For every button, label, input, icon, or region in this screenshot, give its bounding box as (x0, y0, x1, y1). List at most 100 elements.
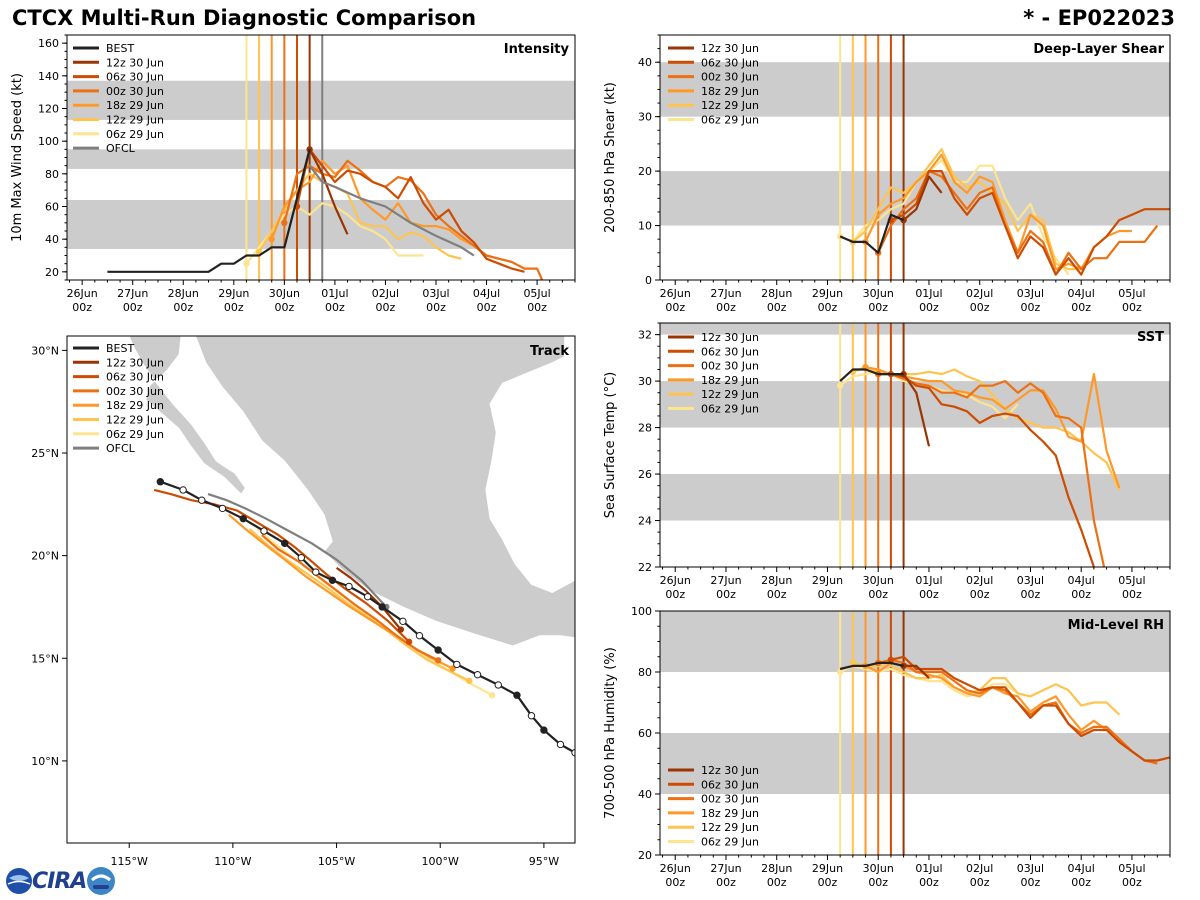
x-tick-hour: 00z (868, 876, 888, 889)
track-point-best (556, 740, 565, 749)
track-point-12z-30-jun (397, 626, 405, 633)
y-tick-label: 120 (38, 103, 59, 116)
x-tick-hour: 00z (325, 301, 345, 314)
y-axis-label: Sea Surface Temp (°C) (603, 372, 618, 519)
legend-label-12z-29-jun: 12z 29 Jun (701, 99, 759, 112)
x-tick-date: 27Jun (710, 862, 741, 875)
x-tick-date: 02Jul (966, 862, 993, 875)
legend-label-06z-29-jun: 06z 29 Jun (106, 428, 164, 441)
y-axis-label: 200-850 hPa Shear (kt) (603, 82, 618, 233)
threshold-band-1 (660, 62, 1170, 117)
x-tick-hour: 00z (868, 301, 888, 314)
legend-label-00z-30-jun: 00z 30 Jun (701, 793, 759, 806)
x-tick-hour: 00z (173, 301, 193, 314)
legend-label-12z-29-jun: 12z 29 Jun (106, 114, 164, 127)
x-tick-date: 05Jul (523, 287, 550, 300)
x-tick-date: 30Jun (863, 862, 894, 875)
threshold-band-1 (660, 611, 1170, 672)
x-tick-hour: 00z (665, 876, 685, 889)
x-tick-hour: 00z (224, 301, 244, 314)
legend-label-06z-29-jun: 06z 29 Jun (701, 836, 759, 849)
y-tick-label: 20 (638, 849, 652, 862)
track-point-best (378, 603, 386, 611)
x-tick-hour: 00z (1071, 301, 1091, 314)
track-point-best (494, 681, 502, 689)
y-tick-label: 40 (45, 233, 59, 246)
y-tick-label: 80 (638, 666, 652, 679)
y-tick-label: 15°N (31, 652, 59, 665)
init-marker-06z-29-jun (836, 382, 844, 389)
x-tick-hour: 00z (274, 301, 294, 314)
series-line-12z-30-jun (308, 148, 349, 235)
land-polygon-0 (67, 336, 246, 495)
series-line-best (839, 661, 904, 671)
x-tick-date: 02Jul (966, 574, 993, 587)
x-tick-hour: 00z (1071, 876, 1091, 889)
y-tick-label: 0 (645, 274, 652, 287)
y-tick-label: 80 (45, 168, 59, 181)
x-tick-date: 26Jun (67, 287, 98, 300)
y-tick-label: 160 (38, 37, 59, 50)
x-tick-hour: 00z (868, 588, 888, 601)
y-tick-label: 26 (638, 468, 652, 481)
series-line-best (107, 149, 311, 273)
legend-label-12z-30-jun: 12z 30 Jun (701, 42, 759, 55)
init-marker-18z-29-jun (268, 235, 275, 243)
x-tick-hour: 00z (72, 301, 92, 314)
panel-sst: 22242628303226Jun00z27Jun00z28Jun00z29Ju… (603, 322, 1171, 601)
x-tick-date: 30Jun (863, 287, 894, 300)
track-point-best (156, 478, 165, 486)
threshold-band-0 (660, 474, 1170, 521)
panel-title: Deep-Layer Shear (1033, 42, 1164, 57)
legend-label-00z-30-jun: 00z 30 Jun (701, 71, 759, 84)
x-tick-hour: 00z (970, 588, 990, 601)
x-tick-label: 100°W (422, 855, 459, 868)
y-tick-label: 60 (45, 201, 59, 214)
track-point-best (540, 726, 548, 734)
panel-shear: 01020304026Jun00z27Jun00z28Jun00z29Jun00… (603, 34, 1171, 314)
legend-label-ofcl: OFCL (106, 142, 136, 155)
x-tick-hour: 00z (123, 301, 143, 314)
x-tick-date: 04Jul (473, 287, 500, 300)
x-tick-date: 02Jul (372, 287, 399, 300)
x-tick-hour: 00z (477, 301, 497, 314)
x-tick-date: 26Jun (660, 862, 691, 875)
x-tick-hour: 00z (1021, 301, 1041, 314)
x-tick-label: 105°W (318, 855, 355, 868)
track-point-best (328, 576, 337, 584)
x-tick-hour: 00z (665, 301, 685, 314)
x-tick-date: 03Jul (1017, 574, 1044, 587)
x-tick-date: 03Jul (1017, 287, 1044, 300)
y-tick-label: 20°N (31, 550, 59, 563)
x-tick-hour: 00z (919, 876, 939, 889)
x-tick-date: 28Jun (761, 287, 792, 300)
series-line-06z-30-jun (890, 170, 1170, 276)
y-tick-label: 30 (638, 375, 652, 388)
y-tick-label: 10°N (31, 755, 59, 768)
x-tick-date: 27Jun (117, 287, 148, 300)
legend-label-00z-30-jun: 00z 30 Jun (106, 85, 164, 98)
storm-id: * - EP022023 (1023, 6, 1175, 30)
x-tick-hour: 00z (767, 301, 787, 314)
track-point-best (363, 592, 372, 601)
legend-label-12z-29-jun: 12z 29 Jun (106, 414, 164, 427)
cira-logo: CIRA (4, 866, 116, 896)
track-point-best (179, 486, 187, 494)
x-tick-hour: 00z (919, 588, 939, 601)
track-point-best (239, 514, 247, 523)
x-tick-date: 01Jul (915, 287, 942, 300)
legend-label-06z-30-jun: 06z 30 Jun (106, 71, 164, 84)
legend-label-06z-30-jun: 06z 30 Jun (106, 371, 164, 384)
panel-intensity: 2040608010012014016026Jun00z27Jun00z28Ju… (10, 34, 576, 314)
x-tick-hour: 00z (716, 301, 736, 314)
series-line-12z-30-jun (902, 175, 943, 221)
y-tick-label: 40 (638, 788, 652, 801)
legend-label-12z-30-jun: 12z 30 Jun (701, 764, 759, 777)
x-tick-hour: 00z (970, 301, 990, 314)
track-point-best (198, 496, 206, 504)
x-tick-hour: 00z (1071, 588, 1091, 601)
legend-label-18z-29-jun: 18z 29 Jun (701, 374, 759, 387)
threshold-band-2 (67, 80, 575, 120)
init-marker-06z-30-jun (887, 656, 895, 663)
plot-area-sst (836, 323, 1121, 567)
